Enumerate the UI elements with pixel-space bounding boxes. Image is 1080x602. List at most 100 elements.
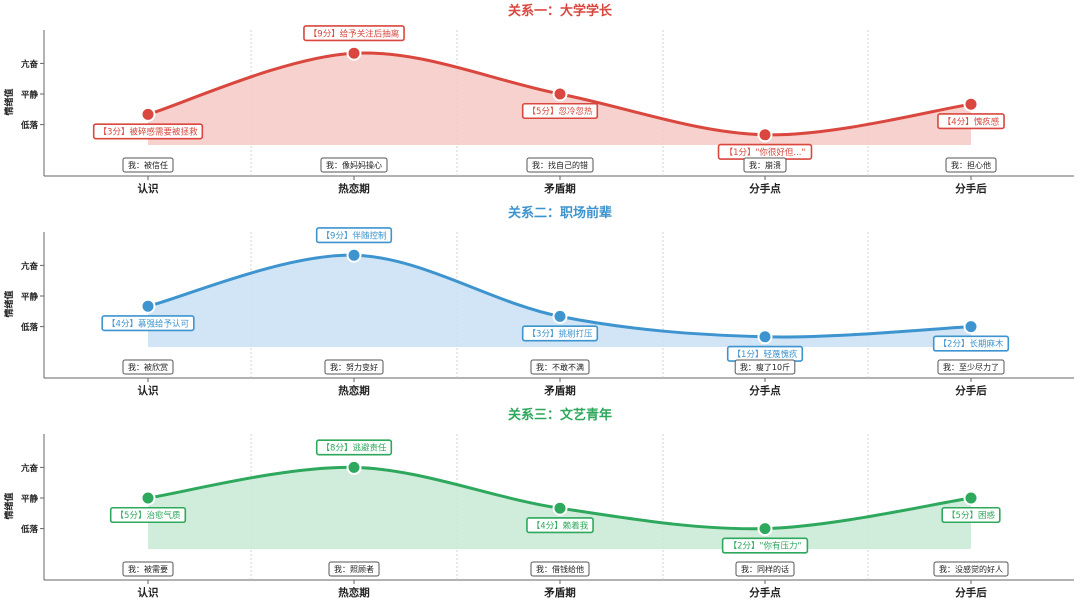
self-note: 我：没感觉的好人	[933, 561, 1009, 577]
self-note-text: 我：被信任	[128, 160, 168, 170]
self-note-box	[530, 359, 590, 375]
data-label: 【5分】困惑	[941, 506, 1001, 524]
self-note-text: 我：被需要	[128, 564, 168, 574]
data-label: 【2分】长期麻木	[932, 335, 1010, 352]
self-note: 我：被欣赏	[122, 359, 174, 375]
data-label: 【4分】赖着我	[526, 517, 594, 534]
self-note-text: 我：至少尽力了	[943, 362, 999, 372]
x-tick-label: 矛盾期	[543, 182, 576, 195]
data-point	[140, 490, 156, 506]
data-point	[140, 106, 156, 122]
data-point	[346, 459, 362, 475]
self-note: 我：被信任	[122, 157, 174, 173]
y-tick-label: 亢奋	[20, 59, 39, 70]
self-note-text: 我：同样的话	[741, 564, 789, 574]
x-tick-label: 认识	[138, 182, 159, 195]
data-point	[346, 45, 362, 61]
data-label: 【5分】忽冷忽热	[521, 102, 599, 120]
self-note: 我：崩溃	[743, 157, 787, 173]
self-note-text: 我：照顾者	[334, 564, 374, 574]
data-label: 【1分】轻蔑愧疚	[726, 345, 804, 362]
self-note-text: 我：瘦了10斤	[740, 362, 790, 372]
y-axis-label: 情绪值	[3, 290, 15, 318]
self-note-box	[122, 561, 174, 577]
self-note-box	[122, 359, 174, 375]
self-note-text: 我：不敢不满	[536, 362, 584, 372]
self-note-box	[743, 157, 787, 173]
x-tick-label: 认识	[138, 586, 159, 599]
data-point	[963, 490, 979, 506]
data-label-box	[932, 335, 1010, 352]
self-note: 我：被需要	[122, 561, 174, 577]
x-tick-label: 热恋期	[338, 586, 370, 599]
data-label-text: 【1分】"你很好但..."	[725, 147, 806, 158]
data-point	[552, 86, 568, 102]
y-tick-label: 平静	[21, 292, 39, 303]
x-tick-label: 分手点	[749, 182, 781, 195]
self-note-text: 我：努力变好	[330, 362, 378, 372]
self-note-text: 我：被欣赏	[128, 362, 168, 372]
y-tick-label: 低落	[20, 524, 39, 535]
self-note-box	[320, 157, 388, 173]
data-label-box	[937, 113, 1005, 130]
x-tick-label: 热恋期	[338, 384, 370, 397]
y-tick-label: 低落	[20, 322, 39, 333]
data-label: 【9分】给予关注后抽离	[303, 25, 405, 42]
self-note-box	[122, 157, 174, 173]
self-note: 我：至少尽力了	[937, 359, 1005, 375]
data-label-box	[315, 227, 393, 244]
self-note-box	[328, 561, 380, 577]
chart-title: 关系二：职场前辈	[508, 205, 612, 221]
self-note: 我：借钱给他	[530, 561, 590, 577]
data-label-box	[101, 315, 195, 332]
self-note-box	[945, 157, 997, 173]
y-axis-label: 情绪值	[3, 492, 15, 520]
data-label-text: 【2分】"你有压力"	[729, 541, 802, 552]
self-note-text: 我：没感觉的好人	[939, 564, 1003, 574]
data-label: 【2分】"你有压力"	[721, 537, 809, 554]
self-note: 我：不敢不满	[530, 359, 590, 375]
data-label-text: 【4分】愧疚感	[943, 116, 1000, 127]
self-note: 我：担心他	[945, 157, 997, 173]
self-note: 我：瘦了10斤	[734, 359, 796, 375]
self-note-box	[933, 561, 1009, 577]
x-tick-label: 分手后	[955, 182, 987, 195]
data-label-box	[303, 25, 405, 42]
data-label-text: 【8分】逃避责任	[322, 442, 387, 453]
data-label: 【4分】愧疚感	[937, 113, 1005, 130]
data-point	[552, 500, 568, 516]
self-note-text: 我：像妈妈操心	[326, 160, 382, 170]
x-tick-label: 矛盾期	[543, 384, 576, 397]
data-label: 【1分】"你很好但..."	[717, 143, 813, 160]
data-label-text: 【4分】慕强给予认可	[107, 318, 189, 329]
data-label-box	[92, 123, 204, 140]
x-tick-label: 分手点	[749, 384, 781, 397]
self-note: 我：努力变好	[324, 359, 384, 375]
self-note-text: 我：担心他	[951, 160, 991, 170]
self-note: 我：照顾者	[328, 561, 380, 577]
data-point	[963, 96, 979, 112]
x-tick-label: 热恋期	[338, 182, 370, 195]
data-label: 【4分】慕强给予认可	[101, 315, 195, 332]
data-label-box	[521, 325, 599, 342]
data-point	[963, 319, 979, 335]
self-note-box	[324, 359, 384, 375]
data-label-text: 【1分】轻蔑愧疚	[733, 349, 798, 360]
y-axis-label: 情绪值	[3, 88, 15, 116]
series-area	[148, 255, 971, 347]
data-label-text: 【3分】被碎感需要被拯救	[99, 126, 198, 137]
data-label-box	[526, 517, 594, 534]
data-point	[757, 521, 773, 537]
data-label-box	[109, 506, 187, 524]
data-label: 【3分】被碎感需要被拯救	[92, 123, 204, 140]
x-tick-label: 矛盾期	[543, 586, 576, 599]
y-tick-label: 低落	[20, 120, 39, 131]
self-note-text: 我：找自己的错	[532, 160, 588, 170]
data-label-text: 【5分】治愈气质	[116, 510, 181, 521]
self-note: 我：同样的话	[735, 561, 795, 577]
data-label: 【8分】逃避责任	[315, 439, 393, 456]
